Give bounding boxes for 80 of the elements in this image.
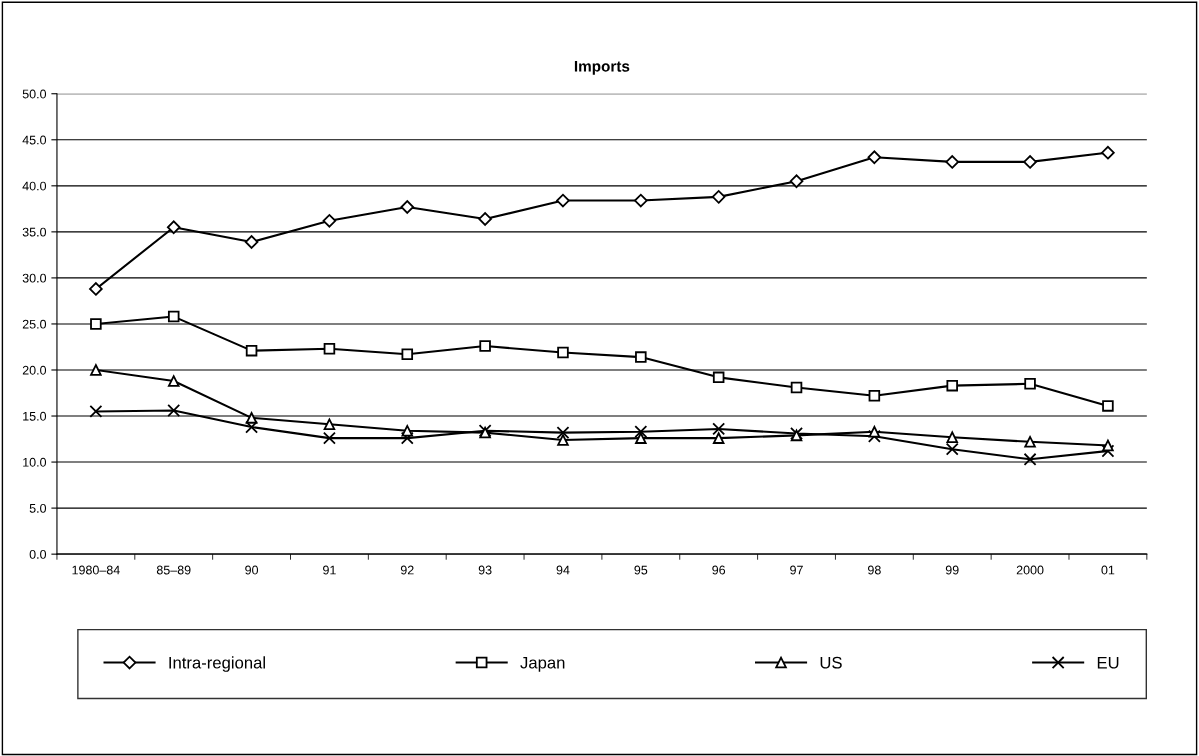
x-tick-label: 96 xyxy=(712,565,726,575)
point xyxy=(712,432,725,444)
x-tick-label: 92 xyxy=(400,565,414,575)
y-tick-label: 35.0 xyxy=(22,227,47,237)
point xyxy=(1101,145,1115,160)
y-tick-label: 40.0 xyxy=(22,181,47,191)
point xyxy=(401,424,414,437)
point xyxy=(1023,155,1037,169)
point xyxy=(479,340,491,352)
y-tick-label: 5.0 xyxy=(29,503,47,513)
point xyxy=(634,425,648,439)
point xyxy=(945,442,959,456)
point xyxy=(711,190,726,204)
point xyxy=(322,431,336,445)
point xyxy=(1024,378,1036,390)
x-tick-label: 97 xyxy=(790,565,803,575)
point xyxy=(556,193,570,208)
y-tick-label: 15.0 xyxy=(23,411,47,421)
point xyxy=(789,174,804,189)
point xyxy=(946,431,958,443)
point xyxy=(1023,452,1037,466)
x-tick-label: 1980–84 xyxy=(72,565,120,575)
point xyxy=(867,429,881,443)
x-tick-label: 01 xyxy=(1101,565,1115,575)
y-tick-label: 45.0 xyxy=(22,135,47,145)
point xyxy=(400,431,414,445)
y-tick-label: 0.0 xyxy=(29,549,47,559)
point xyxy=(1024,436,1036,448)
y-tick-label: 50.0 xyxy=(22,89,47,99)
x-tick-label: 2000 xyxy=(1016,565,1044,575)
point xyxy=(90,364,102,376)
point xyxy=(167,404,181,417)
point xyxy=(90,318,102,330)
point xyxy=(946,379,958,392)
point xyxy=(634,193,648,208)
point xyxy=(322,214,337,228)
legend-label: US xyxy=(820,656,842,669)
y-tick-label: 20.0 xyxy=(22,365,47,375)
point xyxy=(867,150,882,165)
point xyxy=(167,375,180,387)
point xyxy=(245,344,258,357)
x-tick-label: 99 xyxy=(945,565,959,575)
point xyxy=(557,434,569,446)
point xyxy=(245,412,258,424)
point xyxy=(556,426,570,440)
x-tick-label: 95 xyxy=(634,565,648,575)
point xyxy=(400,200,415,214)
point xyxy=(868,425,881,438)
point xyxy=(1101,444,1115,458)
x-tick-label: 93 xyxy=(478,565,492,575)
point xyxy=(635,351,647,363)
x-tick-label: 91 xyxy=(323,565,336,575)
y-tick-label: 10.0 xyxy=(23,457,47,467)
y-tick-label: 25.0 xyxy=(22,319,47,329)
point xyxy=(166,220,181,235)
point xyxy=(323,418,336,431)
point xyxy=(401,348,414,361)
point xyxy=(712,371,725,384)
point xyxy=(557,346,569,359)
point xyxy=(167,310,180,323)
legend-label: Intra-regional xyxy=(169,656,265,672)
point xyxy=(1102,400,1114,412)
point xyxy=(868,390,881,402)
chart-title: Imports xyxy=(574,61,630,75)
point xyxy=(89,404,103,418)
x-tick-label: 98 xyxy=(868,565,881,575)
point xyxy=(790,381,803,394)
x-tick-label: 94 xyxy=(556,565,570,575)
point xyxy=(712,422,726,436)
point xyxy=(945,155,960,169)
point xyxy=(323,343,336,355)
y-tick-label: 30.0 xyxy=(22,273,47,283)
point xyxy=(89,282,103,296)
x-tick-label: 85–89 xyxy=(156,565,191,575)
point xyxy=(478,212,492,226)
legend-label: EU xyxy=(1097,656,1119,669)
legend-label: Japan xyxy=(520,656,565,672)
point xyxy=(244,235,259,249)
x-tick-label: 90 xyxy=(245,565,259,575)
point xyxy=(1102,439,1114,452)
